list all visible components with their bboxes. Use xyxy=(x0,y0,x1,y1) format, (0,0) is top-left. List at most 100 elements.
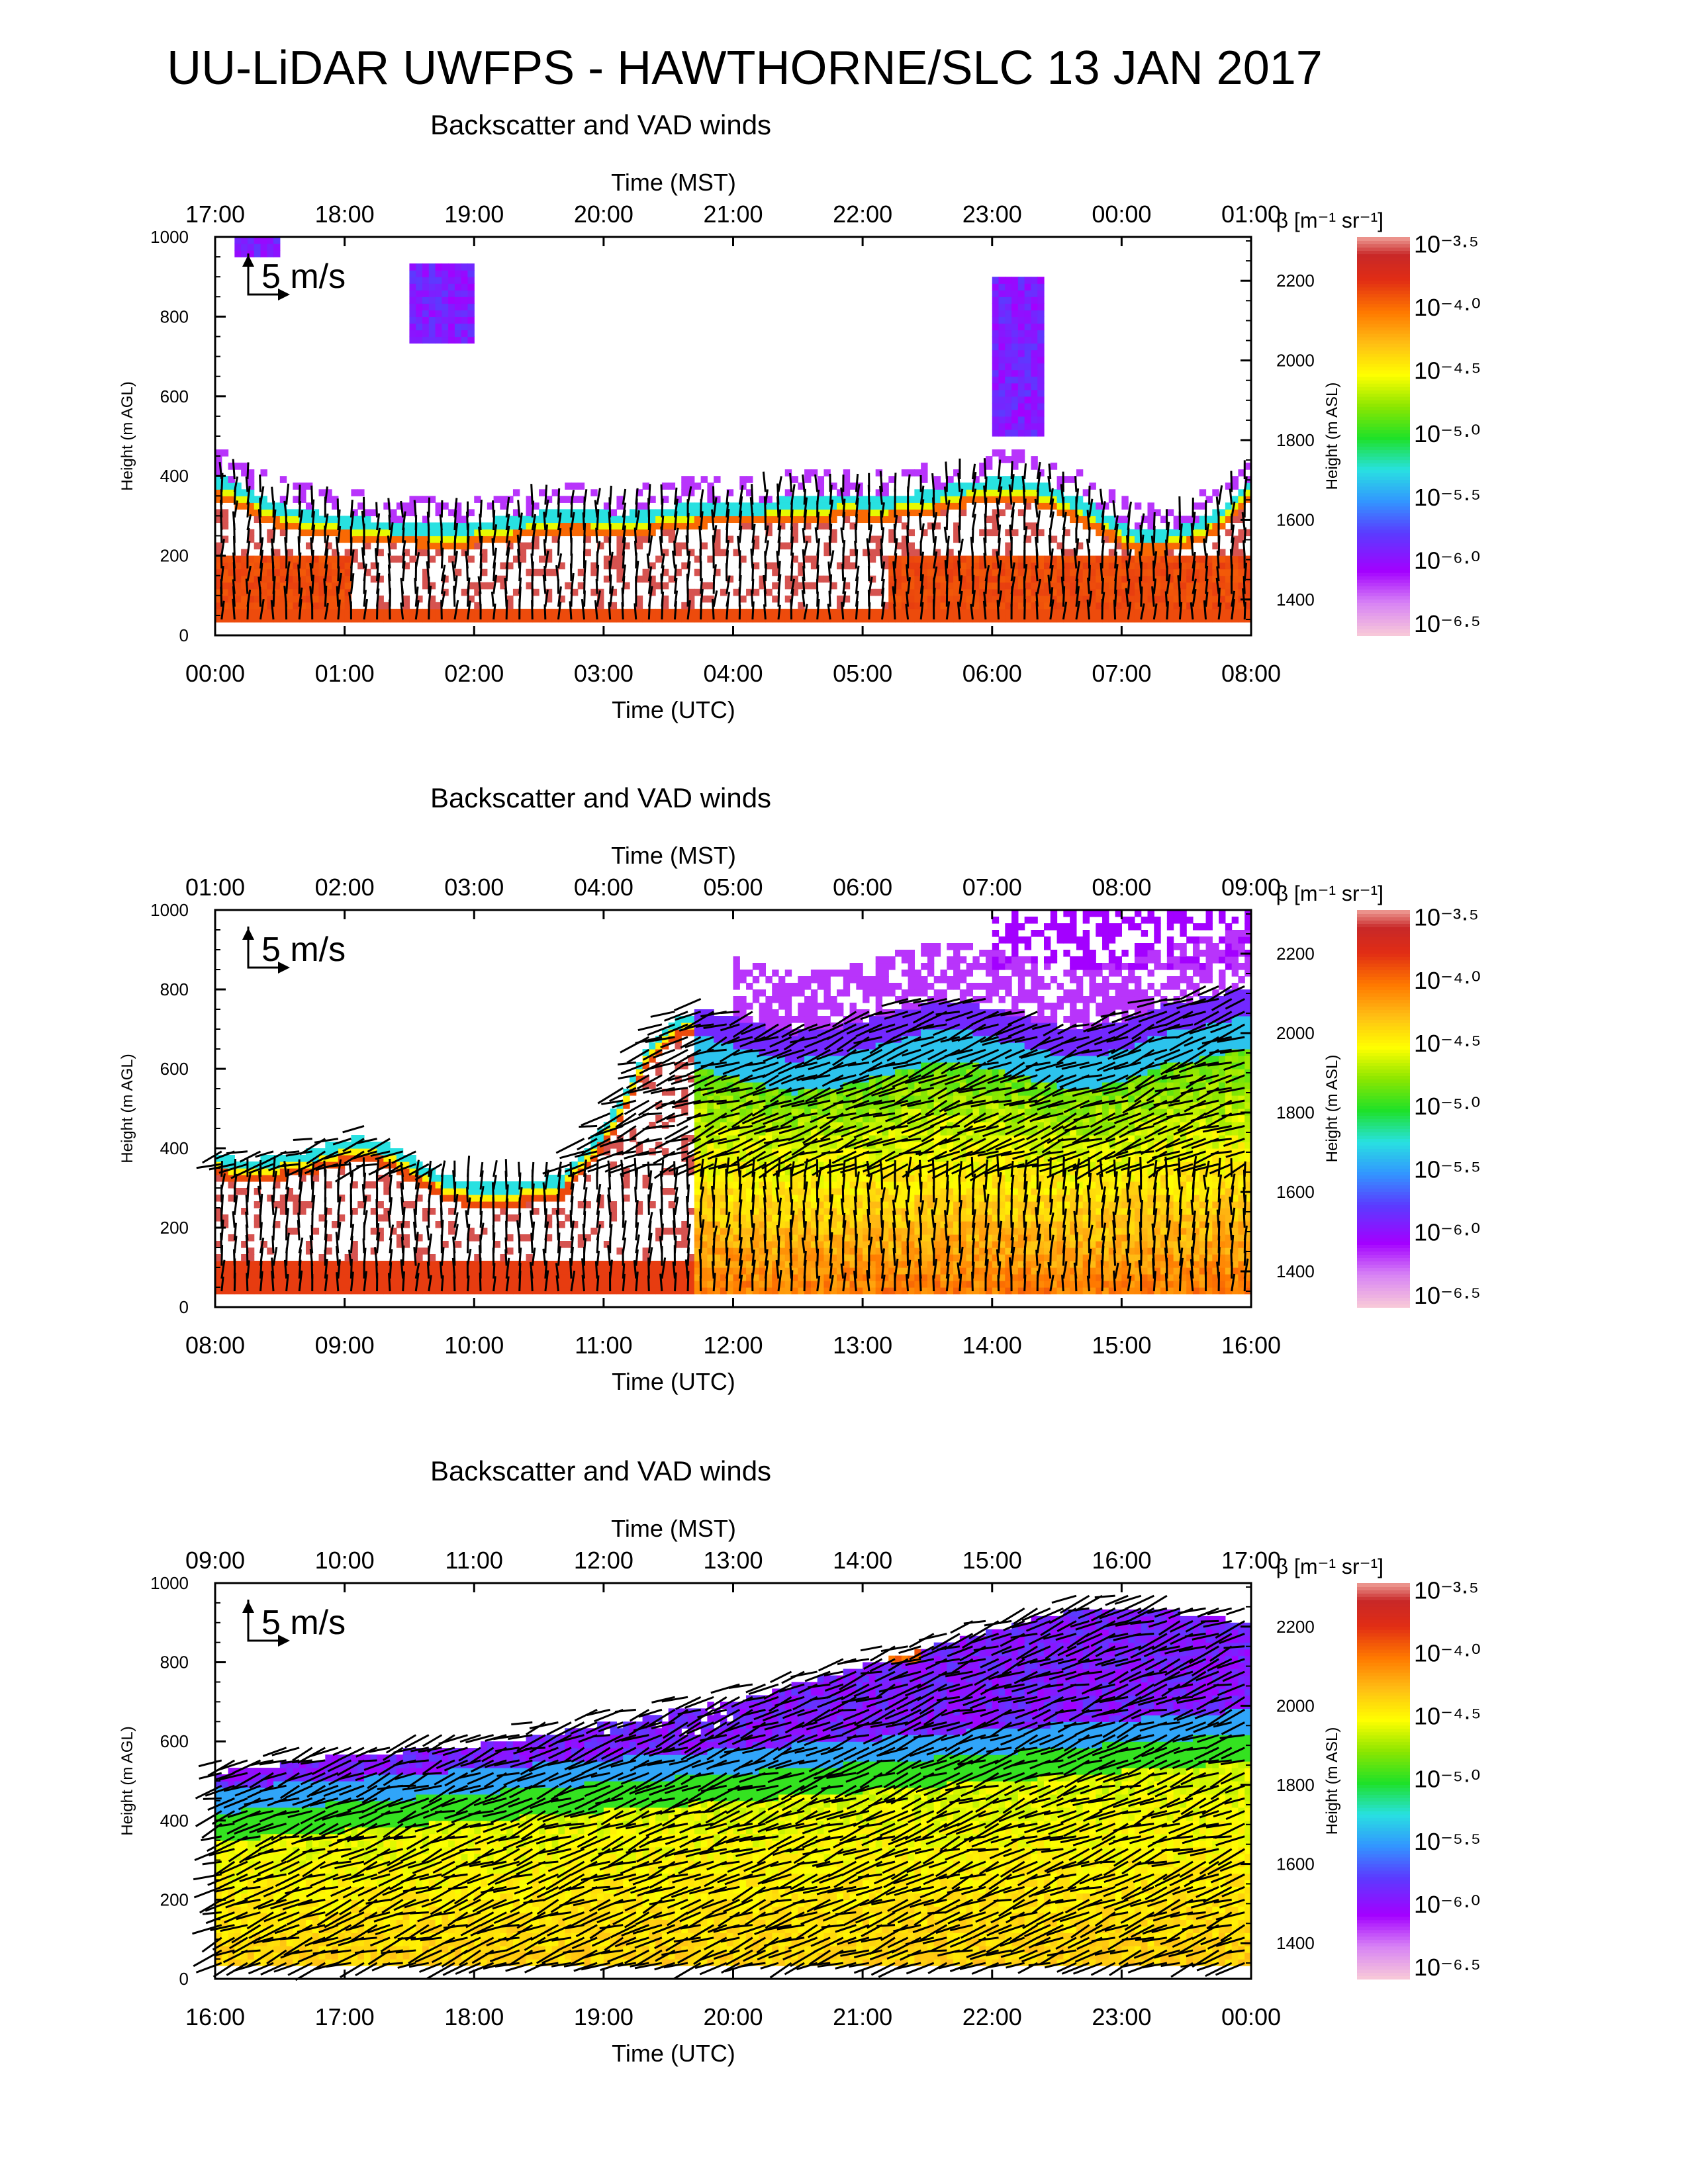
wind-arrow xyxy=(633,603,637,620)
heatmap-cell xyxy=(998,489,1006,496)
heatmap-cell xyxy=(765,1003,773,1010)
wind-arrow xyxy=(1086,510,1090,531)
heatmap-cell xyxy=(681,502,688,510)
heatmap-cell xyxy=(959,555,967,563)
heatmap-cell xyxy=(901,522,909,530)
heatmap-cell xyxy=(1024,595,1032,603)
heatmap-cell xyxy=(234,489,242,496)
heatmap-cell xyxy=(1011,323,1019,331)
heatmap-cell xyxy=(500,502,507,510)
heatmap-cell xyxy=(1199,595,1207,603)
heatmap-cell xyxy=(752,516,760,523)
heatmap-cell xyxy=(649,1042,656,1050)
heatmap-cell xyxy=(234,250,242,257)
heatmap-cell xyxy=(577,582,585,590)
heatmap-cell xyxy=(1160,535,1168,543)
heatmap-cell xyxy=(1244,582,1252,590)
heatmap-cell xyxy=(1154,549,1161,557)
heatmap-cell xyxy=(649,1274,656,1281)
wind-arrow xyxy=(855,473,859,492)
heatmap-cell xyxy=(454,522,462,530)
heatmap-cell xyxy=(798,496,805,503)
heatmap-cell xyxy=(1031,336,1038,344)
heatmap-cell xyxy=(733,516,740,523)
heatmap-cell xyxy=(467,263,475,271)
wind-arrow xyxy=(1047,574,1052,594)
heatmap-cell xyxy=(1050,562,1058,570)
heatmap-cell xyxy=(409,336,416,344)
heatmap-cell xyxy=(1180,535,1187,543)
heatmap-cell xyxy=(843,502,851,510)
heatmap-cell xyxy=(830,516,837,523)
heatmap-cell xyxy=(299,522,306,530)
heatmap-cell xyxy=(377,1287,384,1295)
heatmap-cell xyxy=(293,588,300,596)
heatmap-cell xyxy=(1231,549,1239,557)
heatmap-cell xyxy=(933,582,941,590)
top-axis-label: Time (MST) xyxy=(611,169,736,196)
heatmap-cell xyxy=(726,1241,734,1248)
wind-arrow xyxy=(1127,602,1132,620)
heatmap-cell xyxy=(590,615,598,623)
wind-arrow xyxy=(971,488,977,505)
heatmap-cell xyxy=(435,296,442,304)
heatmap-cell xyxy=(992,383,1000,390)
heatmap-cell xyxy=(532,535,539,543)
heatmap-cell xyxy=(688,608,695,616)
heatmap-cell xyxy=(247,569,255,576)
wind-arrow xyxy=(544,589,549,607)
heatmap-cell xyxy=(953,522,961,530)
heatmap-cell xyxy=(234,575,242,583)
heatmap-cell xyxy=(409,290,416,297)
heatmap-cell xyxy=(914,588,921,596)
heatmap-cell xyxy=(247,555,255,563)
heatmap-cell xyxy=(260,608,267,616)
heatmap-cell xyxy=(474,535,481,543)
heatmap-cell xyxy=(247,1234,255,1242)
wind-arrow xyxy=(376,527,381,543)
heatmap-cell xyxy=(539,509,546,516)
heatmap-cell xyxy=(1017,363,1025,371)
heatmap-cell xyxy=(759,989,767,997)
heatmap-cell xyxy=(610,509,618,516)
wind-arrow xyxy=(751,484,754,505)
wind-arrow xyxy=(270,538,275,556)
heatmap-cell xyxy=(784,970,792,977)
heatmap-cell xyxy=(1044,569,1051,576)
heatmap-cell xyxy=(914,509,921,516)
wind-arrow xyxy=(608,602,612,620)
heatmap-cell xyxy=(1017,602,1025,610)
heatmap-cell xyxy=(377,575,384,583)
wind-arrow xyxy=(414,600,420,620)
heatmap-cell xyxy=(849,502,857,510)
heatmap-cell xyxy=(506,496,514,503)
wind-arrow xyxy=(801,590,806,607)
heatmap-cell xyxy=(512,615,520,623)
heatmap-cell xyxy=(1147,569,1154,576)
heatmap-cell xyxy=(461,615,469,623)
heatmap-cell xyxy=(798,602,805,610)
heatmap-cell xyxy=(804,608,812,616)
wind-arrow xyxy=(518,528,523,543)
heatmap-cell xyxy=(1005,615,1012,623)
wind-arrow xyxy=(233,476,239,492)
heatmap-cell xyxy=(1070,608,1077,616)
heatmap-cell xyxy=(623,516,630,523)
heatmap-cells xyxy=(215,237,1252,623)
heatmap-cell xyxy=(577,482,585,490)
heatmap-cell xyxy=(1011,569,1019,576)
heatmap-cell xyxy=(293,496,300,503)
heatmap-cell xyxy=(584,1261,591,1268)
heatmap-cell xyxy=(739,555,747,563)
y-tick-label: 400 xyxy=(160,466,189,486)
heatmap-cell xyxy=(545,608,553,616)
heatmap-cell xyxy=(681,1241,688,1248)
x-tick-label: 05:00 xyxy=(833,660,892,687)
heatmap-cell xyxy=(1037,356,1045,364)
heatmap-cell xyxy=(247,502,255,510)
heatmap-cell xyxy=(901,562,909,570)
heatmap-cell xyxy=(700,1281,708,1288)
heatmap-cell xyxy=(1089,588,1096,596)
heatmap-cell xyxy=(694,509,702,516)
heatmap-cell xyxy=(241,582,248,590)
